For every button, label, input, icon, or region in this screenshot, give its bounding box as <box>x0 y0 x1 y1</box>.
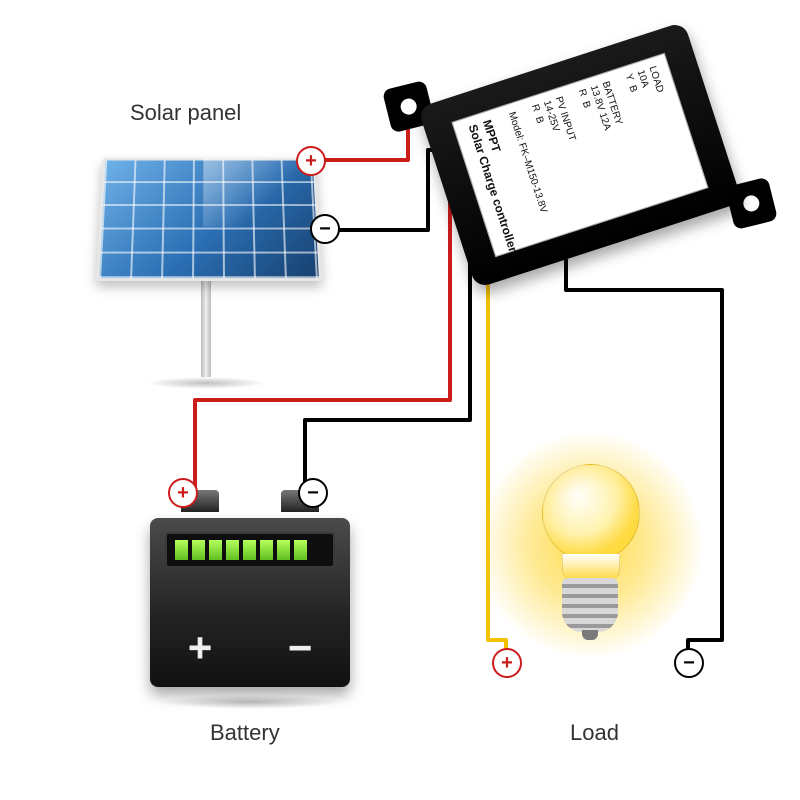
solar-panel-base-shadow <box>146 377 266 389</box>
bulb-socket <box>562 578 618 632</box>
bulb-glass <box>542 464 640 562</box>
label-load: Load <box>570 720 619 746</box>
battery-shadow <box>160 695 340 709</box>
battery-polarity-symbols: + − <box>150 627 350 669</box>
solar-panel <box>96 145 316 389</box>
label-battery: Battery <box>210 720 280 746</box>
battery-case: + − <box>150 518 350 687</box>
solar-panel-pole <box>201 277 211 377</box>
bulb-neck <box>562 554 620 580</box>
battery: + − <box>150 490 350 709</box>
polarity-battery-plus: + <box>168 478 198 508</box>
label-solar-panel: Solar panel <box>130 100 241 126</box>
polarity-panel-minus: − <box>310 214 340 244</box>
polarity-load-minus: − <box>674 648 704 678</box>
polarity-panel-plus: + <box>296 146 326 176</box>
polarity-load-plus: + <box>492 648 522 678</box>
battery-level-screen <box>165 532 335 568</box>
solar-panel-surface <box>96 158 322 281</box>
polarity-battery-minus: − <box>298 478 328 508</box>
